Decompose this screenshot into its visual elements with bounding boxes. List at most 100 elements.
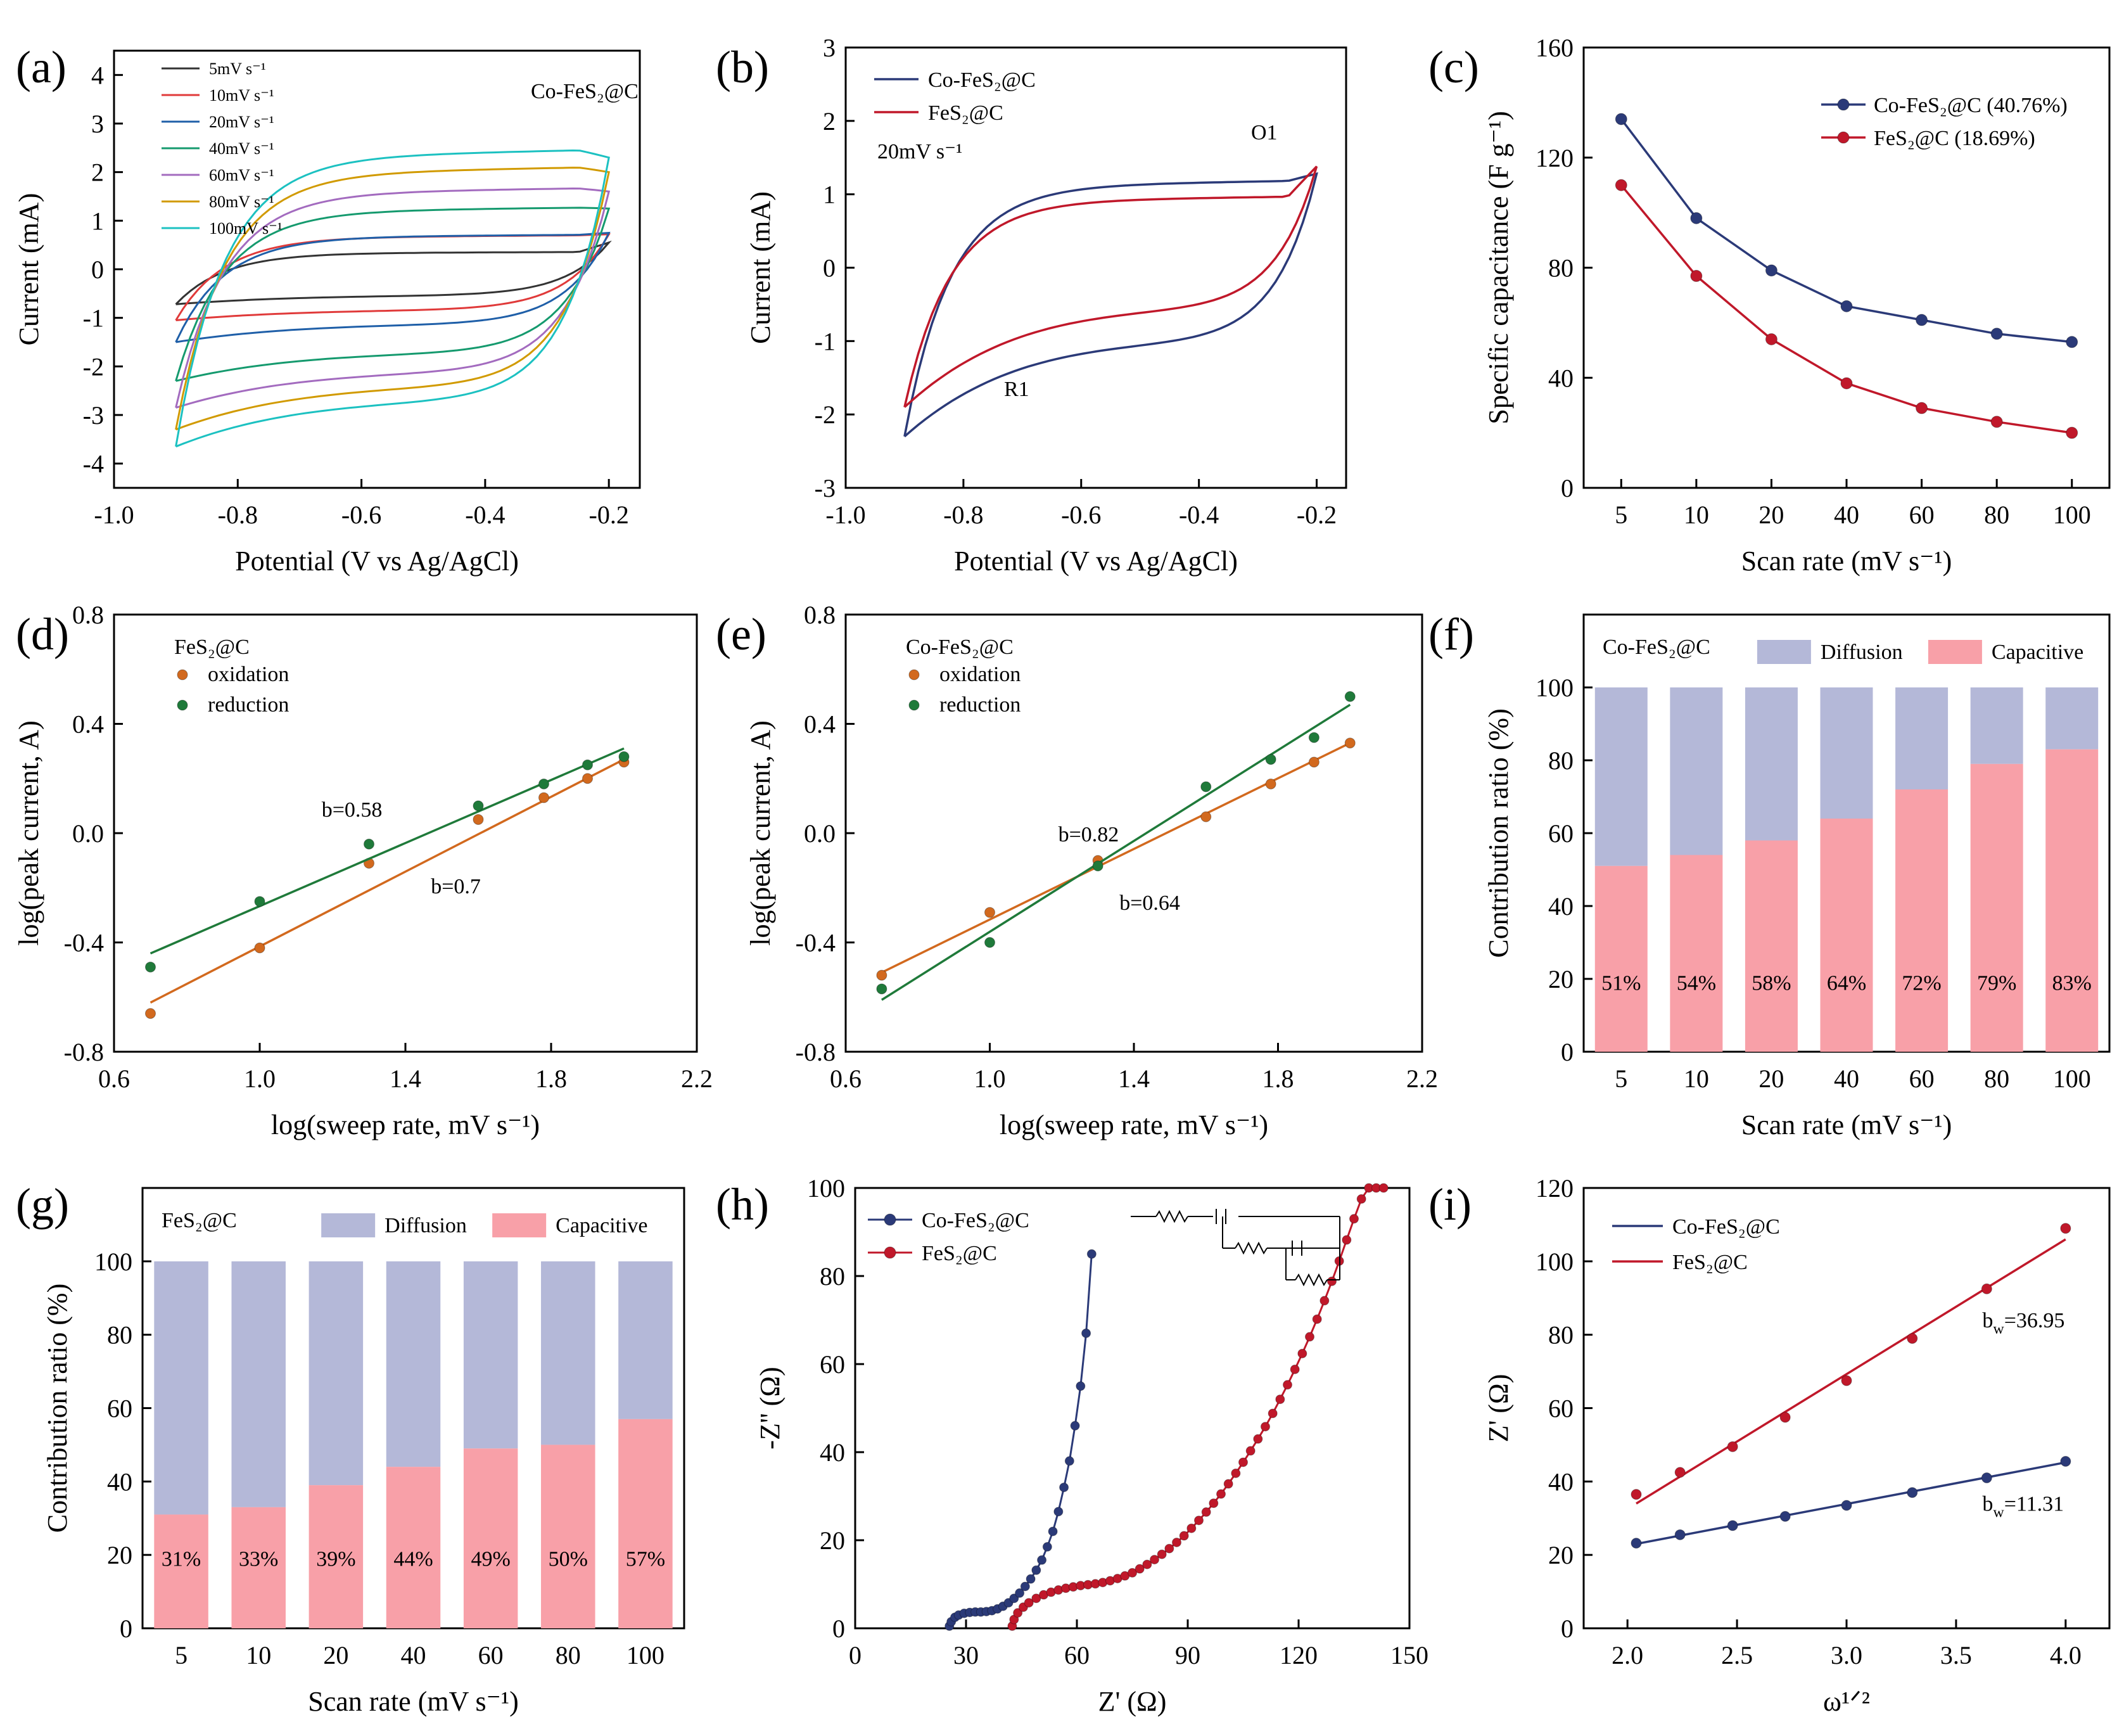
legend-marker — [177, 699, 188, 711]
slope-label: b=0.64 — [1119, 891, 1180, 915]
data-point — [1070, 1420, 1080, 1431]
data-point — [1200, 781, 1212, 793]
data-point — [1297, 1348, 1307, 1358]
x-tick-label: 2.0 — [1612, 1641, 1643, 1669]
nyquist-line-1 — [1011, 1187, 1384, 1626]
data-point — [1265, 778, 1276, 789]
legend-label: 80mV s⁻¹ — [209, 193, 274, 211]
x-axis-label: log(sweep rate, mV s⁻¹) — [271, 1109, 540, 1140]
bar-value-label: 44% — [393, 1548, 433, 1571]
data-point — [1179, 1531, 1189, 1541]
legend-label: FeS₂@C — [1672, 1251, 1748, 1274]
panel-title: FeS₂@C — [174, 635, 250, 659]
data-point — [1020, 1581, 1030, 1592]
bar-diffusion — [1594, 687, 1648, 866]
x-tick-label: 60 — [1909, 1064, 1935, 1093]
y-tick-label: 4 — [91, 61, 104, 89]
bar-capacitive — [541, 1445, 595, 1628]
legend-swatch — [492, 1213, 547, 1237]
legend-label: 100mV s⁻¹ — [209, 219, 283, 238]
y-tick-label: 60 — [820, 1350, 845, 1379]
legend-label: 5mV s⁻¹ — [209, 60, 266, 78]
bar-diffusion — [231, 1261, 286, 1507]
x-tick-label: 10 — [246, 1641, 271, 1669]
y-tick-label: 20 — [1548, 965, 1574, 993]
data-point — [1378, 1183, 1389, 1193]
legend-label: oxidation — [939, 663, 1021, 686]
y-axis-label: -Z'' (Ω) — [754, 1367, 785, 1449]
bar-value-label: 64% — [1827, 971, 1866, 995]
panel-title: Co-FeS₂@C — [1603, 635, 1710, 659]
bar-value-label: 31% — [162, 1548, 201, 1571]
y-tick-label: 60 — [1548, 819, 1574, 848]
y-tick-label: -1 — [83, 304, 104, 333]
x-tick-label: 100 — [626, 1641, 665, 1669]
bar-value-label: 39% — [316, 1548, 355, 1571]
y-tick-label: 0 — [832, 1614, 845, 1643]
x-tick-label: 80 — [1984, 1064, 2009, 1093]
peak-label-r1: R1 — [1004, 378, 1029, 401]
y-tick-label: -4 — [83, 450, 104, 478]
x-tick-label: 60 — [478, 1641, 504, 1669]
legend-label: 40mV s⁻¹ — [209, 139, 274, 158]
panel-label-a: (a) — [16, 42, 67, 93]
x-tick-label: 0.6 — [830, 1064, 862, 1093]
x-tick-label: 4.0 — [2050, 1641, 2082, 1669]
y-tick-label: -0.8 — [64, 1038, 104, 1066]
y-tick-label: 120 — [1536, 144, 1574, 172]
legend-label: 20mV s⁻¹ — [209, 113, 274, 131]
y-tick-label: 0.0 — [72, 819, 104, 848]
data-point — [1320, 1296, 1330, 1306]
bar-capacitive — [386, 1467, 441, 1628]
x-tick-label: 90 — [1175, 1641, 1200, 1669]
legend-label: FeS₂@C — [922, 1242, 997, 1265]
bar-capacitive — [618, 1419, 673, 1628]
x-tick-label: 10 — [1684, 501, 1709, 529]
bar-value-label: 51% — [1601, 971, 1641, 995]
data-point — [1031, 1593, 1041, 1604]
x-tick-label: -1.0 — [825, 501, 865, 529]
plot-frame-a — [113, 49, 641, 489]
fit-line-0 — [149, 758, 625, 1004]
data-point — [1064, 1456, 1074, 1466]
data-point — [1615, 179, 1627, 191]
data-point — [1765, 264, 1777, 277]
bar-capacitive — [1970, 763, 2023, 1052]
bar-value-label: 57% — [626, 1548, 665, 1571]
x-tick-label: 30 — [953, 1641, 979, 1669]
data-point — [1674, 1529, 1686, 1540]
x-tick-label: 3.0 — [1831, 1641, 1862, 1669]
plot-frame-i — [1582, 1187, 2111, 1630]
y-tick-label: 0 — [1561, 474, 1574, 502]
legend-label: reduction — [939, 693, 1021, 717]
data-point — [1916, 314, 1928, 326]
bar-diffusion — [541, 1261, 595, 1445]
data-point — [1349, 1214, 1359, 1224]
bar-capacitive — [1745, 840, 1798, 1052]
data-point — [473, 800, 484, 812]
bar-value-label: 50% — [549, 1548, 588, 1571]
data-point — [1312, 1314, 1322, 1324]
legend-label: oxidation — [208, 663, 289, 686]
x-axis-label: Scan rate (mV s⁻¹) — [1741, 546, 1952, 577]
y-tick-label: 0 — [823, 254, 836, 283]
cv-curve-1 — [903, 165, 1318, 408]
data-point — [1135, 1564, 1145, 1574]
y-tick-label: 60 — [1548, 1395, 1574, 1423]
x-tick-label: 0.6 — [98, 1064, 130, 1093]
data-point — [1265, 754, 1276, 765]
data-point — [1840, 377, 1853, 390]
x-tick-label: 40 — [401, 1641, 426, 1669]
y-tick-label: 100 — [807, 1174, 845, 1203]
data-point — [1059, 1483, 1069, 1493]
data-point — [1053, 1507, 1064, 1517]
y-tick-label: 80 — [1548, 254, 1574, 283]
data-point — [1013, 1608, 1023, 1618]
data-point — [1194, 1516, 1204, 1526]
y-tick-label: -3 — [815, 474, 836, 502]
slope-label: bw=11.31 — [1982, 1493, 2064, 1521]
data-point — [1631, 1538, 1642, 1549]
panel-label-g: (g) — [16, 1179, 69, 1230]
x-tick-label: 60 — [1064, 1641, 1090, 1669]
data-point — [1024, 1598, 1034, 1608]
